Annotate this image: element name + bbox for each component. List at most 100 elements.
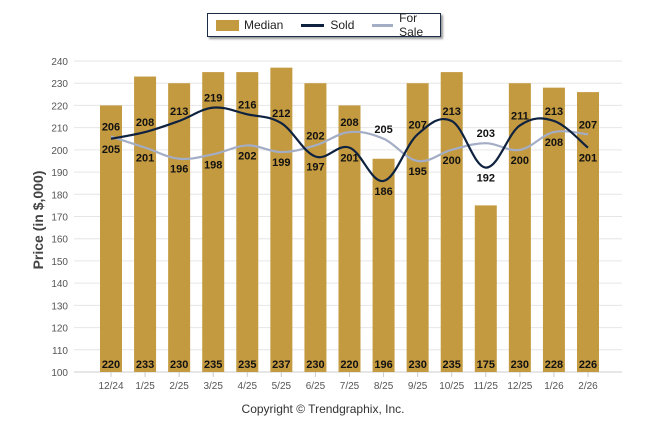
y-tick-label: 150 xyxy=(51,257,68,268)
data-labels: 220 233 230 235 235 237 230 220 196 230 235 175 230 2… xyxy=(102,93,597,371)
sold-data-label: 213 xyxy=(443,106,461,118)
sold-data-label: 201 xyxy=(340,153,358,165)
median-data-label: 220 xyxy=(340,359,358,371)
copyright-text: Copyright © Trendgraphix, Inc. xyxy=(241,402,405,416)
median-data-label: 237 xyxy=(272,359,290,371)
x-tick-label: 5/25 xyxy=(272,381,292,392)
y-tick-label: 160 xyxy=(51,235,68,246)
sold-data-label: 211 xyxy=(511,110,529,122)
y-tick-label: 210 xyxy=(51,124,68,135)
median-swatch-icon xyxy=(216,19,239,31)
sold-data-label: 205 xyxy=(102,144,120,156)
x-tick-label: 7/25 xyxy=(340,381,360,392)
y-tick-label: 180 xyxy=(51,190,68,201)
for-sale-data-label: 198 xyxy=(204,159,222,171)
x-tick-label: 3/25 xyxy=(203,381,223,392)
median-bar xyxy=(202,72,225,372)
y-tick-label: 200 xyxy=(51,146,68,157)
median-bar xyxy=(406,83,429,372)
sold-line-icon xyxy=(301,23,325,27)
x-tick-label: 4/25 xyxy=(238,381,258,392)
median-bar xyxy=(236,72,259,372)
x-tick-label: 8/25 xyxy=(374,381,394,392)
x-tick-label: 1/25 xyxy=(135,381,155,392)
median-data-label: 235 xyxy=(443,359,461,371)
median-data-label: 220 xyxy=(102,359,120,371)
y-tick-label: 140 xyxy=(51,279,68,290)
legend-item-sold[interactable]: Sold xyxy=(301,18,354,32)
legend-label: Sold xyxy=(330,18,355,32)
for-sale-data-label: 196 xyxy=(170,164,188,176)
median-data-label: 230 xyxy=(306,359,324,371)
for-sale-data-label: 202 xyxy=(306,130,324,142)
median-bar xyxy=(270,67,293,373)
median-bars xyxy=(100,67,599,373)
x-tick-label: 9/25 xyxy=(408,381,428,392)
x-tick-label: 12/25 xyxy=(507,381,532,392)
sold-data-label: 219 xyxy=(204,93,222,105)
y-tick-label: 120 xyxy=(51,324,68,335)
legend-item-for-sale[interactable]: For Sale xyxy=(372,11,440,39)
y-tick-label: 130 xyxy=(51,301,68,312)
sold-data-label: 186 xyxy=(374,186,392,198)
sold-data-label: 197 xyxy=(306,162,324,174)
sold-data-label: 208 xyxy=(136,117,154,129)
median-data-label: 230 xyxy=(170,359,188,371)
median-data-label: 233 xyxy=(136,359,154,371)
series-lines xyxy=(110,106,589,183)
legend: Median Sold For Sale xyxy=(207,11,441,39)
median-data-label: 230 xyxy=(511,359,529,371)
legend-label: Median xyxy=(244,18,284,32)
for-sale-data-label: 202 xyxy=(238,150,256,162)
median-data-label: 228 xyxy=(545,359,563,371)
median-bar xyxy=(372,158,395,372)
for-sale-data-label: 208 xyxy=(340,117,358,129)
median-data-label: 235 xyxy=(204,359,222,371)
x-tick-label: 12/24 xyxy=(98,381,123,392)
for-sale-line-icon xyxy=(372,23,394,27)
median-bar xyxy=(100,105,122,372)
y-tick-label: 100 xyxy=(51,368,68,379)
median-bar xyxy=(508,83,531,372)
for-sale-data-label: 207 xyxy=(579,119,597,131)
sold-line xyxy=(110,106,589,183)
median-bar xyxy=(304,83,327,372)
median-bar xyxy=(440,72,463,372)
y-axis-ticks: 100 110 120 130 140 150 160 170 180 190 200 210 220 2… xyxy=(51,57,68,379)
x-tick-label: 10/25 xyxy=(439,381,464,392)
median-bar xyxy=(474,205,497,372)
for-sale-data-label: 195 xyxy=(408,166,426,178)
median-data-label: 196 xyxy=(374,359,392,371)
x-tick-label: 2/25 xyxy=(169,381,189,392)
y-tick-label: 170 xyxy=(51,213,68,224)
for-sale-data-label: 200 xyxy=(511,155,529,167)
legend-item-median[interactable]: Median xyxy=(216,18,283,32)
median-bar xyxy=(542,87,565,373)
sold-data-label: 212 xyxy=(272,108,290,120)
for-sale-line xyxy=(110,130,589,163)
x-axis-ticks: 12/24 1/25 2/25 3/25 4/25 5/25 6/25 7/25 8/25 9/2… xyxy=(98,372,598,392)
sold-data-label: 207 xyxy=(408,119,426,131)
median-data-label: 226 xyxy=(579,359,597,371)
for-sale-data-label: 199 xyxy=(272,157,290,169)
sold-data-label: 213 xyxy=(545,106,563,118)
median-data-label: 230 xyxy=(408,359,426,371)
for-sale-data-label: 200 xyxy=(443,155,461,167)
y-tick-label: 110 xyxy=(52,346,68,357)
x-tick-label: 1/26 xyxy=(544,381,564,392)
for-sale-data-label: 205 xyxy=(374,124,392,136)
x-tick-label: 6/25 xyxy=(306,381,326,392)
median-data-label: 235 xyxy=(238,359,256,371)
for-sale-data-label: 201 xyxy=(136,153,154,165)
x-tick-label: 11/25 xyxy=(474,381,499,392)
median-bar xyxy=(168,83,191,372)
for-sale-data-label: 206 xyxy=(102,122,120,134)
median-bar xyxy=(338,105,361,372)
y-tick-label: 190 xyxy=(51,168,68,179)
x-tick-label: 2/26 xyxy=(578,381,598,392)
y-axis-label: Price (in $,000) xyxy=(30,170,46,270)
y-tick-label: 230 xyxy=(51,79,68,90)
median-bar xyxy=(577,92,599,372)
y-tick-label: 240 xyxy=(51,57,68,68)
